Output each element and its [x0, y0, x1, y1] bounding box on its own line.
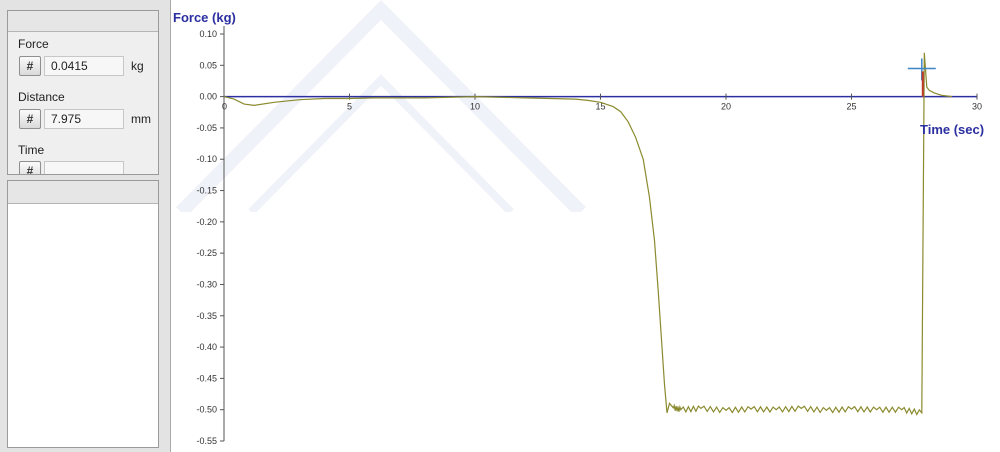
y-axis-label: Force (kg)	[173, 10, 236, 25]
readout-panel-header	[8, 11, 158, 32]
notes-panel	[7, 180, 159, 448]
distance-value: 7.975	[44, 109, 124, 129]
y-tick-label: -0.50	[196, 405, 217, 415]
x-tick-label: 30	[972, 102, 982, 112]
y-tick-label: -0.10	[196, 154, 217, 164]
graph-area[interactable]: 0.10 0.05 0.00 -0.05 -0.10 -0.15 -0.20 -0.25 -0.…	[171, 0, 1000, 452]
x-tick-label: 10	[470, 102, 480, 112]
x-tick-label: 15	[595, 102, 605, 112]
left-panel: Force # 0.0415 kg Distance # 7.975 mm Ti…	[0, 0, 171, 452]
force-value: 0.0415	[44, 56, 124, 76]
y-tick-label: -0.55	[196, 436, 217, 446]
force-format-button[interactable]: #	[19, 56, 41, 76]
force-label: Force	[18, 37, 49, 51]
y-tick-label: -0.45	[196, 373, 217, 383]
x-tick-label: 20	[721, 102, 731, 112]
time-label: Time	[18, 143, 45, 157]
distance-format-button[interactable]: #	[19, 109, 41, 129]
watermark-logo	[176, 0, 586, 212]
y-tick-label: -0.05	[196, 123, 217, 133]
y-tick-label: -0.15	[196, 186, 217, 196]
y-tick-label: -0.30	[196, 279, 217, 289]
x-tick-label: 0	[222, 102, 227, 112]
force-unit: kg	[131, 59, 144, 73]
x-tick-label: 25	[846, 102, 856, 112]
force-time-chart[interactable]: 0.10 0.05 0.00 -0.05 -0.10 -0.15 -0.20 -0.25 -0.…	[171, 0, 1000, 452]
x-tick-label: 5	[347, 102, 352, 112]
time-value	[44, 161, 124, 174]
distance-unit: mm	[131, 112, 151, 126]
time-format-button[interactable]: #	[19, 161, 41, 174]
y-tick-label: -0.20	[196, 217, 217, 227]
readout-panel: Force # 0.0415 kg Distance # 7.975 mm Ti…	[7, 10, 159, 175]
y-tick-label: 0.10	[199, 29, 217, 39]
y-tick-label: -0.25	[196, 248, 217, 258]
y-tick-label: -0.35	[196, 311, 217, 321]
force-series-line	[223, 52, 952, 416]
y-tick-label: 0.05	[199, 60, 217, 70]
y-tick-label: -0.40	[196, 342, 217, 352]
y-tick-label: 0.00	[199, 92, 217, 102]
notes-panel-header	[8, 181, 158, 204]
x-axis-label: Time (sec)	[920, 122, 985, 137]
distance-label: Distance	[18, 90, 65, 104]
